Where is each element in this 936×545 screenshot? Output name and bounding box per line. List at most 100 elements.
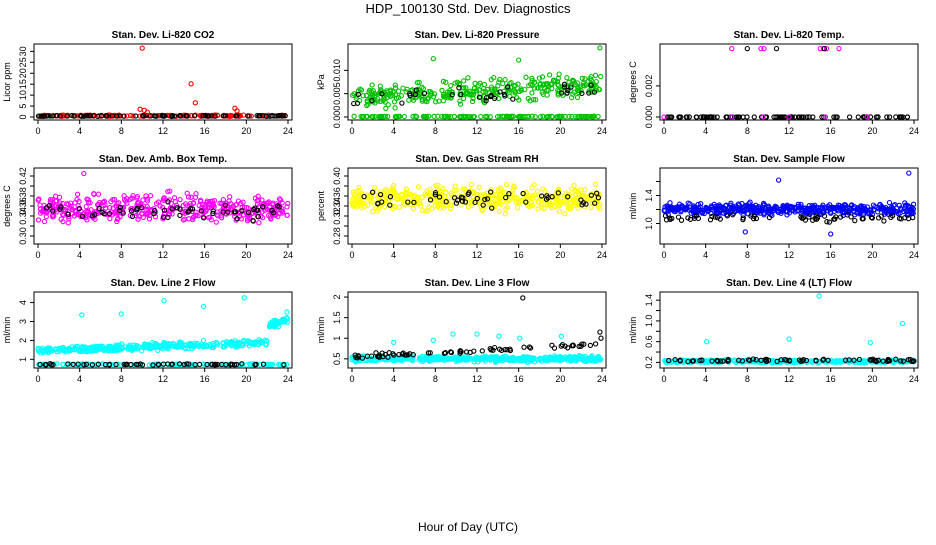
data-point [106, 361, 113, 368]
data-point [536, 199, 542, 205]
data-point [569, 194, 576, 200]
y-tick-label: 1.4 [644, 189, 654, 202]
data-point [111, 196, 118, 203]
y-tick-label: 2 [18, 338, 28, 343]
data-point [540, 91, 546, 97]
data-point [514, 205, 521, 211]
data-point [811, 204, 818, 210]
x-tick-label: 4 [391, 250, 396, 260]
data-point [182, 216, 188, 222]
y-tick-label: 5 [18, 104, 28, 109]
data-point [430, 197, 436, 203]
data-point [251, 339, 258, 346]
series-outliers [137, 45, 240, 115]
data-point [565, 194, 571, 200]
data-point [155, 361, 161, 368]
data-point [377, 83, 383, 89]
data-point [474, 355, 480, 362]
data-point [551, 78, 557, 84]
data-point [178, 339, 184, 345]
data-point [753, 215, 760, 222]
data-point [515, 81, 521, 87]
data-point [369, 113, 375, 120]
data-point [390, 185, 396, 191]
data-point [208, 113, 214, 119]
data-point [60, 218, 66, 225]
data-point [910, 358, 916, 365]
data-point [668, 114, 674, 120]
data-point [592, 200, 598, 206]
series-zero [664, 114, 911, 120]
data-point [714, 214, 721, 221]
data-point [488, 354, 494, 360]
panel-6: Stan. Dev. Sample Flow ml/min 0 4 8 12 16 20 24 1… [628, 154, 919, 260]
panel-9: Stan. Dev. Line 4 (LT) Flow ml/min 0 4 8 12 16… [628, 278, 919, 384]
data-point [530, 96, 537, 103]
data-point [803, 210, 809, 216]
data-point [448, 95, 454, 101]
data-point [494, 113, 501, 120]
data-point [503, 194, 509, 201]
data-point [893, 114, 899, 120]
data-point [404, 201, 411, 207]
data-point [255, 193, 261, 199]
data-point [177, 212, 183, 219]
data-point [133, 113, 139, 119]
data-point [662, 204, 668, 210]
data-point [432, 192, 438, 198]
data-point [449, 89, 456, 96]
data-point [775, 177, 782, 183]
data-point [95, 361, 102, 367]
data-point [40, 208, 46, 214]
data-point [92, 212, 98, 218]
data-point [383, 105, 389, 111]
data-point [88, 207, 94, 213]
data-point [524, 198, 530, 204]
data-point [725, 358, 731, 364]
data-point [351, 113, 357, 119]
data-point [377, 191, 384, 198]
data-point [825, 357, 831, 363]
data-point [197, 197, 204, 203]
data-point [822, 205, 828, 211]
data-point [440, 78, 447, 85]
data-point [63, 346, 69, 353]
data-point [753, 357, 759, 363]
data-point [165, 188, 171, 195]
data-point [116, 207, 123, 214]
data-point [553, 190, 559, 196]
data-point [570, 91, 576, 97]
data-point [588, 192, 595, 198]
y-tick-label: 3 [18, 319, 28, 324]
data-point [535, 206, 541, 212]
data-point [449, 92, 455, 98]
data-point [585, 113, 591, 120]
data-point [177, 196, 183, 203]
data-point [200, 113, 207, 119]
data-point [391, 339, 397, 346]
data-point [781, 114, 787, 120]
x-tick-label: 24 [909, 126, 919, 136]
data-point [715, 358, 721, 364]
data-point [160, 197, 166, 203]
data-point [457, 98, 463, 104]
data-point [460, 95, 467, 102]
data-point [136, 200, 142, 206]
data-point [54, 113, 60, 119]
data-point [460, 195, 466, 201]
y-tick-label: 0.2 [644, 356, 654, 369]
data-point [37, 202, 43, 208]
data-point [276, 196, 283, 202]
data-point [556, 208, 563, 214]
data-point [507, 346, 513, 352]
y-axis-label: ml/min [628, 317, 638, 344]
data-point [215, 213, 221, 219]
data-point [50, 208, 56, 214]
data-point [87, 346, 93, 352]
x-tick-label: 20 [241, 126, 251, 136]
data-point [76, 198, 82, 205]
data-point [129, 347, 135, 353]
data-point [250, 362, 256, 368]
data-point [507, 356, 513, 362]
